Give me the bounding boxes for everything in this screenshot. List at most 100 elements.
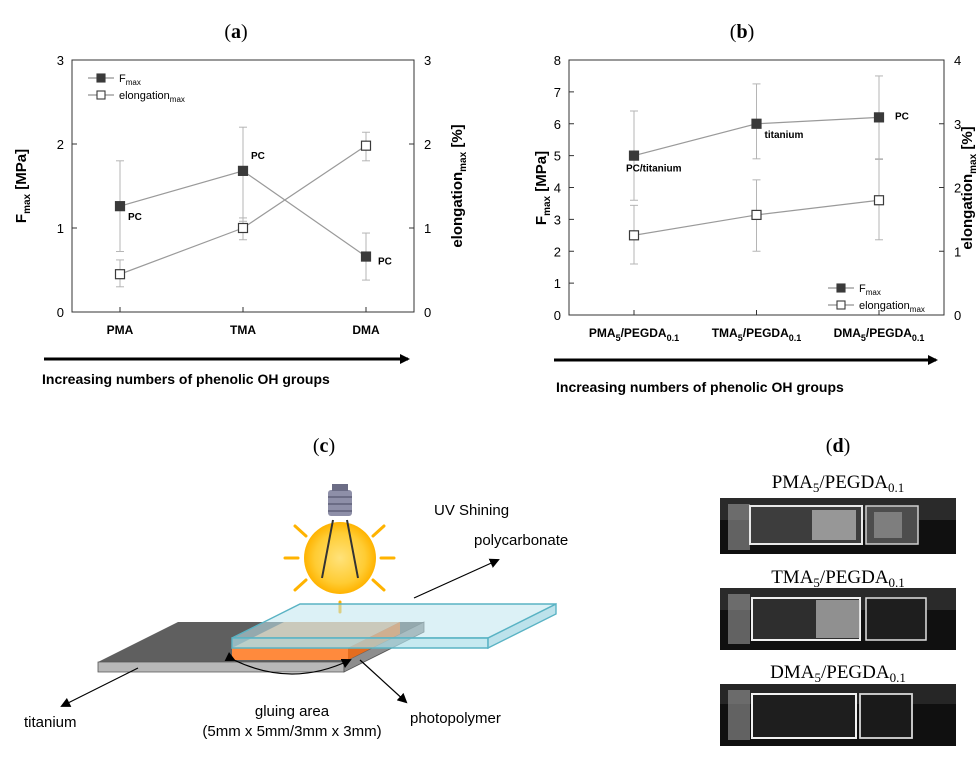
ytick-right-label: 0 (424, 305, 431, 320)
photopolymer-arrow (359, 659, 408, 704)
xtick-label-sub: 5 (738, 333, 743, 343)
xtick-label-base: DMA (352, 323, 380, 337)
legend-label: elongationmax (859, 300, 925, 314)
data-point-1 (873, 195, 885, 206)
panel-b-label: (b) (730, 21, 754, 43)
ytick-right-label: 2 (954, 181, 961, 196)
legend-marker (96, 90, 106, 100)
xtick-label-base: PMA (107, 323, 134, 337)
xtick-label-suffix: /PEGDA (621, 326, 667, 340)
legend-name-sub: max (126, 78, 141, 87)
ytick-right-label: 4 (954, 53, 961, 68)
legend-name-sub: max (866, 288, 881, 297)
ytick-right-label: 1 (424, 221, 431, 236)
legend-marker (836, 300, 846, 310)
ytick-left-label: 1 (554, 276, 561, 291)
bulb-filament (321, 519, 359, 579)
titanium-arrow (60, 667, 139, 707)
point-annotation: PC (251, 151, 265, 162)
photo-dma (720, 684, 956, 746)
chart-a-xlabel: Increasing numbers of phenolic OH groups (42, 371, 330, 387)
xtick-label: TMA (230, 323, 256, 337)
legend-name: elongation (859, 300, 910, 312)
data-point-1 (114, 269, 126, 280)
polycarbonate-side (487, 602, 557, 650)
ytick-right-label: 3 (954, 117, 961, 132)
polycarbonate-arrow (413, 558, 500, 599)
xtick-label-sub: 0.1 (789, 333, 802, 343)
xtick-label: PMA (107, 323, 134, 337)
photo-tma (720, 588, 956, 650)
legend-name-sub: max (910, 305, 925, 314)
gluing-area-label: gluing area (255, 703, 330, 720)
data-point-0 (237, 165, 249, 176)
ytick-left-label: 4 (554, 181, 561, 196)
xtick-label: PMA5/PEGDA0.1 (589, 326, 679, 343)
data-point-1 (751, 209, 762, 221)
titanium-plate-front (97, 661, 345, 673)
legend-label: Fmax (119, 73, 141, 87)
data-point-1 (237, 222, 249, 234)
gluing-diagram: UV Shining polycarbonate titanium photop… (24, 484, 568, 740)
xtick-label-suffix: /PEGDA (866, 326, 912, 340)
bulb-icon (304, 522, 376, 594)
ytick-left-label: 3 (57, 53, 64, 68)
xtick-label-sub: 5 (861, 333, 866, 343)
legend-marker (96, 73, 106, 83)
ytick-left-label: 0 (57, 305, 64, 320)
polycarbonate-front (231, 637, 489, 649)
point-annotation: PC (128, 212, 142, 223)
uv-label: UV Shining (434, 502, 509, 519)
panel-a-label: (a) (224, 21, 247, 43)
data-point-0 (873, 112, 885, 123)
photo-label-dma: DMA5/PEGDA0.1 (770, 662, 906, 685)
point-annotation: PC (378, 257, 392, 268)
ytick-left-label: 5 (554, 149, 561, 164)
xtick-label: DMA (352, 323, 380, 337)
xtick-label-sub: 0.1 (912, 333, 925, 343)
ytick-left-label: 1 (57, 221, 64, 236)
data-point-1 (360, 140, 372, 151)
legend-name: elongation (119, 90, 170, 102)
data-point-0 (360, 251, 372, 262)
panel-c-label: (c) (313, 435, 335, 457)
xtick-label-sub: 5 (616, 333, 621, 343)
point-annotation: PC (895, 111, 909, 122)
ytick-left-label: 2 (554, 244, 561, 259)
ytick-right-label: 1 (954, 244, 961, 259)
chart-b-xlabel: Increasing numbers of phenolic OH groups (556, 379, 844, 395)
data-point-0 (751, 118, 762, 129)
legend-name-sub: max (170, 95, 185, 104)
legend-label: elongationmax (119, 90, 185, 104)
data-point-0 (628, 150, 640, 161)
polycarbonate-label: polycarbonate (474, 532, 568, 549)
photo-label-pma: PMA5/PEGDA0.1 (772, 472, 905, 495)
data-point-0 (114, 201, 126, 212)
xtick-label: DMA5/PEGDA0.1 (834, 326, 925, 343)
xtick-label-base: TMA (230, 323, 256, 337)
gluing-area-arrow (224, 652, 352, 675)
uv-rays (283, 524, 396, 614)
ytick-left-label: 7 (554, 85, 561, 100)
xtick-label-sub: 0.1 (667, 333, 680, 343)
photopolymer-label: photopolymer (410, 710, 501, 727)
xtick-label-base: TMA (712, 326, 738, 340)
xtick-label: TMA5/PEGDA0.1 (712, 326, 802, 343)
chart-b-ylabel-left: Fmax [MPa] (533, 151, 553, 225)
chart-a-ylabel-left: Fmax [MPa] (13, 149, 33, 223)
chart-b-ylabel-right: elongationmax [%] (959, 126, 979, 249)
ytick-left-label: 3 (554, 212, 561, 227)
xtick-label-suffix: /PEGDA (743, 326, 789, 340)
ytick-right-label: 3 (424, 53, 431, 68)
photo-label-tma: TMA5/PEGDA0.1 (771, 567, 905, 590)
point-annotation: PC/titanium (626, 164, 682, 175)
xtick-label-base: DMA (834, 326, 862, 340)
legend-marker (836, 283, 846, 293)
xtick-label-base: PMA (589, 326, 616, 340)
ytick-left-label: 6 (554, 117, 561, 132)
